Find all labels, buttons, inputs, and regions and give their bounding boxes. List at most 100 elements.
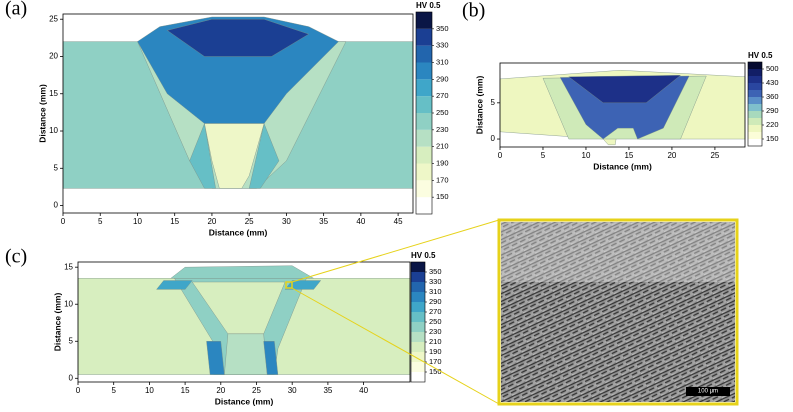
colorbar-bin	[748, 62, 762, 69]
panel-label: (c)	[5, 246, 27, 268]
colorbar-bin	[411, 322, 425, 332]
x-tick-label: 25	[252, 386, 261, 395]
x-tick-label: 30	[282, 217, 291, 226]
y-tick-label: 0	[491, 134, 496, 143]
colorbar-frame	[747, 61, 763, 147]
y-axis-label: Distance (mm)	[52, 293, 62, 352]
x-tick-label: 0	[498, 151, 503, 160]
colorbar-tick-label: 170	[436, 175, 449, 184]
colorbar-tick-label: 360	[766, 92, 779, 101]
contour-region	[189, 122, 216, 189]
x-tick-label: 15	[181, 386, 190, 395]
y-tick-label: 15	[49, 89, 58, 98]
colorbar-bin	[416, 197, 432, 214]
contour-region	[224, 333, 268, 375]
colorbar-tick-label: 250	[436, 108, 449, 117]
colorbar-tick-label: 350	[429, 267, 442, 276]
colorbar-bin	[748, 132, 762, 139]
x-tick-label: 35	[323, 386, 332, 395]
colorbar-bin	[416, 62, 432, 80]
colorbar-bin	[416, 180, 432, 198]
contour-region	[263, 341, 279, 375]
colorbar-tick-label: 250	[429, 317, 442, 326]
x-tick-label: 5	[111, 386, 116, 395]
colorbar-tick-label: 310	[429, 287, 442, 296]
colorbar-tick-label: 190	[429, 347, 442, 356]
colorbar-bin	[411, 362, 425, 372]
colorbar-bin	[416, 12, 432, 29]
colorbar-bin	[416, 79, 432, 97]
colorbar-tick-label: 220	[766, 120, 779, 129]
plot-frame	[77, 261, 411, 383]
colorbar-bin	[748, 125, 762, 132]
x-tick-label: 10	[133, 217, 142, 226]
colorbar-tick-label: 230	[429, 327, 442, 336]
colorbar-tick-label: 170	[429, 357, 442, 366]
colorbar-bin	[411, 272, 425, 282]
colorbar-bin	[748, 111, 762, 118]
colorbar-bin	[416, 163, 432, 181]
colorbar-tick-label: 270	[429, 307, 442, 316]
y-tick-label: 5	[491, 98, 496, 107]
colorbar-tick-label: 150	[429, 367, 442, 376]
colorbar-bin	[411, 372, 425, 382]
colorbar-bin	[416, 96, 432, 113]
colorbar-tick-label: 150	[436, 192, 449, 201]
colorbar-tick-label: 290	[429, 297, 442, 306]
colorbar-tick-label: 500	[766, 64, 779, 73]
colorbar-bin	[411, 292, 425, 302]
y-tick-label: 0	[69, 373, 74, 382]
colorbar-bin	[748, 69, 762, 76]
y-tick-label: 5	[54, 163, 59, 172]
contour-region	[204, 123, 265, 189]
scale-bar-label: 100 μm	[698, 389, 718, 395]
connector	[285, 219, 500, 405]
colorbar-bin	[411, 352, 425, 362]
colorbar-tick-label: 330	[436, 41, 449, 50]
x-tick-label: 25	[245, 217, 254, 226]
x-tick-label: 30	[288, 386, 297, 395]
colorbar-bin	[411, 312, 425, 322]
y-tick-label: 15	[64, 262, 73, 271]
x-tick-label: 0	[76, 386, 81, 395]
colorbar-bin	[416, 146, 432, 164]
colorbar-bin	[411, 342, 425, 352]
y-tick-label: 0	[54, 201, 59, 210]
colorbar-tick-label: 210	[436, 142, 449, 151]
y-tick-label: 10	[64, 299, 73, 308]
colorbar-tick-label: 290	[436, 74, 449, 83]
y-axis-label: Distance (mm)	[474, 76, 484, 135]
colorbar-bin	[748, 97, 762, 104]
x-tick-label: 25	[710, 151, 719, 160]
colorbar-tick-label: 270	[436, 91, 449, 100]
colorbar-tick-label: 230	[436, 125, 449, 134]
colorbar-title: HV 0.5	[411, 251, 436, 260]
colorbar-bin	[748, 83, 762, 90]
colorbar-bin	[411, 282, 425, 292]
x-tick-label: 20	[667, 151, 676, 160]
colorbar-bin	[748, 76, 762, 83]
x-tick-label: 20	[207, 217, 216, 226]
colorbar-bin	[748, 90, 762, 97]
x-tick-label: 40	[359, 386, 368, 395]
colorbar-tick-label: 330	[429, 277, 442, 286]
x-tick-label: 15	[624, 151, 633, 160]
x-axis-label: Distance (mm)	[209, 227, 268, 237]
colorbar-bin	[748, 118, 762, 125]
x-tick-label: 10	[582, 151, 591, 160]
colorbar-tick-label: 350	[436, 24, 449, 33]
plot-frame	[62, 13, 414, 214]
contour-region	[156, 280, 193, 290]
contour-region	[170, 265, 315, 279]
x-tick-label: 15	[170, 217, 179, 226]
colorbar-tick-label: 150	[766, 134, 779, 143]
contour-region	[248, 122, 280, 189]
x-tick-label: 0	[61, 217, 66, 226]
x-tick-label: 20	[216, 386, 225, 395]
colorbar-bin	[416, 28, 432, 46]
micrograph: 100 μm	[497, 218, 739, 406]
colorbar-title: HV 0.5	[748, 51, 773, 60]
colorbar-bin	[416, 113, 432, 130]
contour-region	[284, 280, 322, 290]
x-tick-label: 5	[541, 151, 546, 160]
